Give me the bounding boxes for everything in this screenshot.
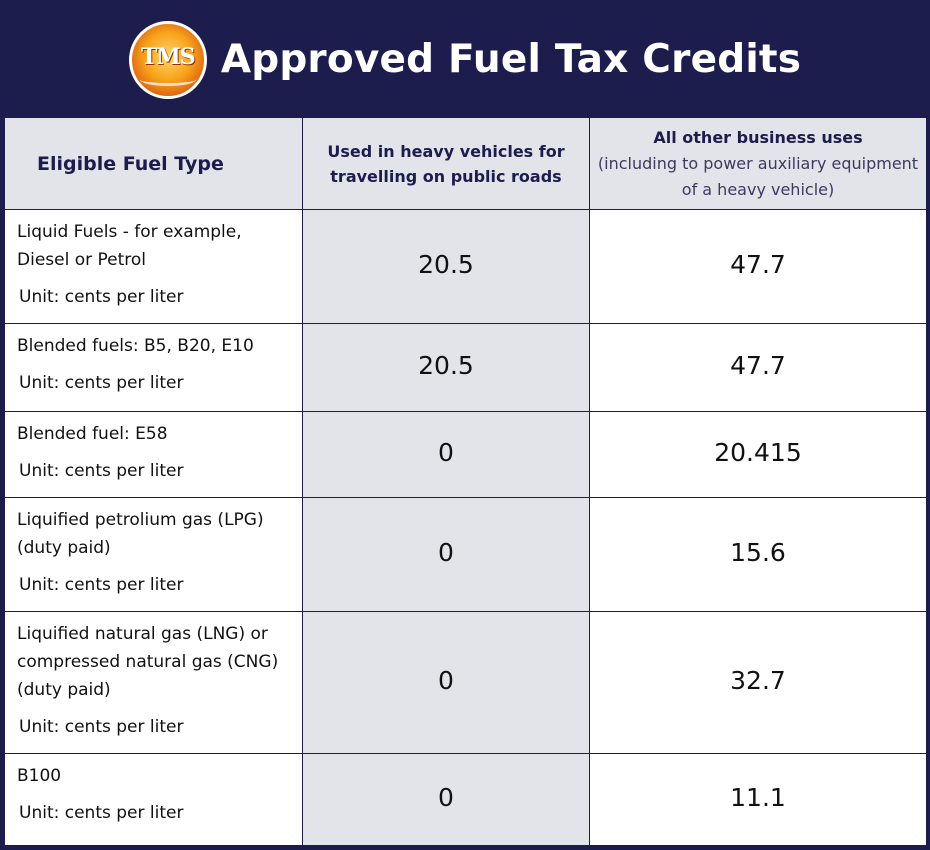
header-other-uses-sub: (including to power auxiliary equipment … (597, 153, 919, 199)
other-use-rate-value: 20.415 (714, 438, 802, 467)
fuel-name: Blended fuels: B5, B20, E10 (17, 336, 254, 356)
heavy-vehicle-rate: 20.5 (302, 323, 590, 412)
table-row: B100 Unit: cents per liter 0 11.1 (4, 753, 927, 846)
fuel-cell: Liquid Fuels - for example, Diesel or Pe… (4, 209, 303, 324)
heavy-vehicle-rate: 20.5 (302, 209, 590, 324)
table-row: Liquified natural gas (LNG) or compresse… (4, 611, 927, 754)
other-use-rate-value: 47.7 (730, 250, 786, 279)
fuel-unit: Unit: cents per liter (19, 717, 184, 737)
fuel-cell: Blended fuel: E58 Unit: cents per liter (4, 411, 303, 498)
fuel-cell: B100 Unit: cents per liter (4, 753, 303, 846)
table-row: Liquified petrolium gas (LPG) (duty paid… (4, 497, 927, 612)
table-row: Blended fuel: E58 Unit: cents per liter … (4, 411, 927, 498)
fuel-unit: Unit: cents per liter (19, 287, 184, 307)
page-title: Approved Fuel Tax Credits (220, 36, 802, 82)
header-banner: TMS Approved Fuel Tax Credits (0, 0, 930, 116)
header-heavy-vehicles: Used in heavy vehicles for travelling on… (302, 117, 590, 210)
heavy-vehicle-rate-value: 0 (438, 783, 454, 812)
header-other-uses: All other business uses (including to po… (589, 117, 927, 210)
other-use-rate: 32.7 (589, 611, 927, 754)
other-use-rate: 15.6 (589, 497, 927, 612)
logo-text: TMS (141, 44, 196, 70)
fuel-name: Liquified natural gas (LNG) or compresse… (17, 624, 279, 700)
other-use-rate: 47.7 (589, 323, 927, 412)
other-use-rate-value: 15.6 (730, 538, 786, 567)
fuel-tax-credits-table: Eligible Fuel Type Used in heavy vehicle… (4, 117, 927, 846)
other-use-rate: 47.7 (589, 209, 927, 324)
fuel-unit: Unit: cents per liter (19, 575, 184, 595)
heavy-vehicle-rate: 0 (302, 753, 590, 846)
heavy-vehicle-rate-value: 0 (438, 538, 454, 567)
heavy-vehicle-rate-value: 0 (438, 666, 454, 695)
other-use-rate-value: 32.7 (730, 666, 786, 695)
fuel-unit: Unit: cents per liter (19, 461, 184, 481)
other-use-rate-value: 47.7 (730, 351, 786, 380)
fuel-cell: Blended fuels: B5, B20, E10 Unit: cents … (4, 323, 303, 412)
header-other-uses-main: All other business uses (653, 127, 863, 147)
table-row: Blended fuels: B5, B20, E10 Unit: cents … (4, 323, 927, 412)
table-row: Liquid Fuels - for example, Diesel or Pe… (4, 209, 927, 324)
fuel-name: Liquid Fuels - for example, Diesel or Pe… (17, 222, 242, 270)
fuel-cell: Liquified petrolium gas (LPG) (duty paid… (4, 497, 303, 612)
header-fuel-type: Eligible Fuel Type (4, 117, 303, 210)
fuel-cell: Liquified natural gas (LNG) or compresse… (4, 611, 303, 754)
other-use-rate: 20.415 (589, 411, 927, 498)
fuel-name: Liquified petrolium gas (LPG) (duty paid… (17, 510, 264, 558)
fuel-name: B100 (17, 766, 62, 786)
table-header-row: Eligible Fuel Type Used in heavy vehicle… (4, 117, 927, 210)
heavy-vehicle-rate-value: 20.5 (418, 250, 474, 279)
heavy-vehicle-rate: 0 (302, 611, 590, 754)
heavy-vehicle-rate: 0 (302, 497, 590, 612)
tms-logo-icon: TMS (128, 21, 207, 99)
heavy-vehicle-rate: 0 (302, 411, 590, 498)
fuel-unit: Unit: cents per liter (19, 373, 184, 393)
other-use-rate: 11.1 (589, 753, 927, 846)
heavy-vehicle-rate-value: 20.5 (418, 351, 474, 380)
heavy-vehicle-rate-value: 0 (438, 438, 454, 467)
fuel-name: Blended fuel: E58 (17, 424, 168, 444)
other-use-rate-value: 11.1 (730, 783, 786, 812)
fuel-unit: Unit: cents per liter (19, 803, 184, 823)
